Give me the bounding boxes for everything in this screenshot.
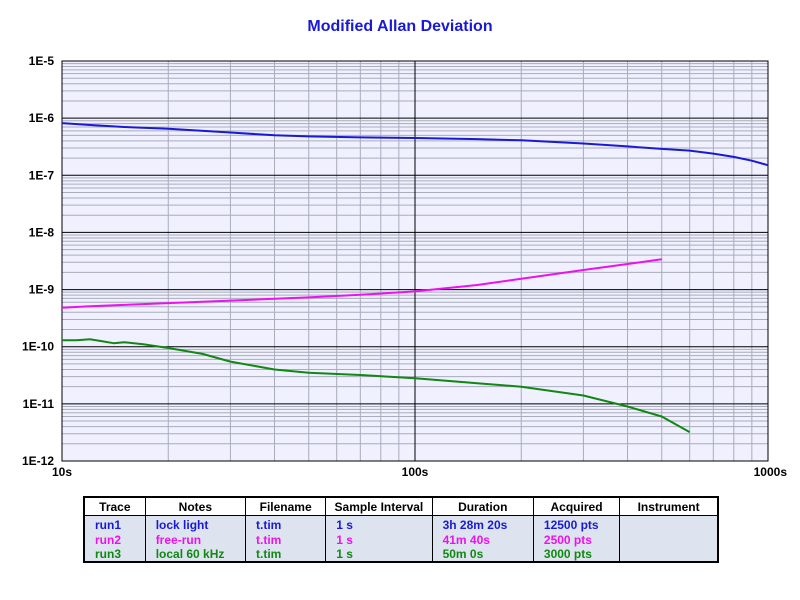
legend-header-acquired: Acquired bbox=[532, 496, 621, 516]
legend-header-trace: Trace bbox=[83, 496, 146, 516]
series-line-run3 bbox=[62, 338, 691, 433]
x-tick-label: 10s bbox=[52, 465, 72, 479]
legend-table: Trace Notes Filename Sample Interval Dur… bbox=[83, 496, 719, 563]
legend-instrument bbox=[619, 532, 719, 547]
legend-notes: local 60 kHz bbox=[144, 546, 247, 562]
legend-header-sample-interval: Sample Interval bbox=[325, 496, 433, 516]
legend-header-duration: Duration bbox=[431, 496, 534, 516]
plot-area: 1E-12 1E-11 1E-10 1E-9 1E-8 1E-7 1E-6 1E-5 10s 10… bbox=[22, 54, 788, 479]
legend-row-run3: run3 local 60 kHz t.tim 1 s 50m 0s 3000 … bbox=[83, 546, 719, 562]
legend-acquired: 3000 pts bbox=[532, 546, 621, 562]
x-tick-label: 100s bbox=[402, 465, 429, 479]
legend-header-notes: Notes bbox=[144, 496, 247, 516]
plot-frame bbox=[61, 60, 769, 462]
y-tick-label: 1E-5 bbox=[29, 54, 55, 68]
legend-sample-interval: 1 s bbox=[325, 515, 433, 533]
series-line-run2 bbox=[61, 258, 662, 309]
legend-row-run2: run2 free-run t.tim 1 s 41m 40s 2500 pts bbox=[83, 532, 719, 547]
y-tick-label: 1E-9 bbox=[29, 283, 55, 297]
legend-duration: 50m 0s bbox=[431, 546, 534, 562]
legend-filename: t.tim bbox=[244, 532, 327, 547]
legend-filename: t.tim bbox=[244, 546, 327, 562]
y-tick-label: 1E-12 bbox=[22, 454, 54, 468]
series-line-run1 bbox=[61, 122, 769, 167]
y-tick-label: 1E-10 bbox=[22, 340, 54, 354]
legend-notes: lock light bbox=[144, 515, 247, 533]
legend-header-instrument: Instrument bbox=[619, 496, 719, 516]
x-tick-label: 1000s bbox=[754, 465, 788, 479]
legend-instrument bbox=[619, 546, 719, 562]
y-tick-label: 1E-7 bbox=[29, 168, 55, 182]
legend-header-filename: Filename bbox=[244, 496, 327, 516]
legend-notes: free-run bbox=[144, 532, 247, 547]
legend-filename: t.tim bbox=[244, 515, 327, 533]
legend-acquired: 2500 pts bbox=[532, 532, 621, 547]
y-tick-label: 1E-11 bbox=[23, 397, 55, 411]
legend-sample-interval: 1 s bbox=[325, 546, 433, 562]
legend-acquired: 12500 pts bbox=[532, 515, 621, 533]
legend-trace: run2 bbox=[83, 532, 146, 547]
legend-sample-interval: 1 s bbox=[325, 532, 433, 547]
y-tick-label: 1E-8 bbox=[29, 225, 55, 239]
legend-duration: 3h 28m 20s bbox=[431, 515, 534, 533]
chart-title: Modified Allan Deviation bbox=[307, 18, 493, 35]
legend-trace: run1 bbox=[83, 515, 146, 533]
y-tick-label: 1E-6 bbox=[29, 111, 55, 125]
legend-instrument bbox=[619, 515, 719, 533]
legend-duration: 41m 40s bbox=[431, 532, 534, 547]
legend-row-run1: run1 lock light t.tim 1 s 3h 28m 20s 125… bbox=[83, 515, 719, 533]
legend-header-row: Trace Notes Filename Sample Interval Dur… bbox=[83, 496, 719, 516]
legend-trace: run3 bbox=[83, 546, 146, 562]
